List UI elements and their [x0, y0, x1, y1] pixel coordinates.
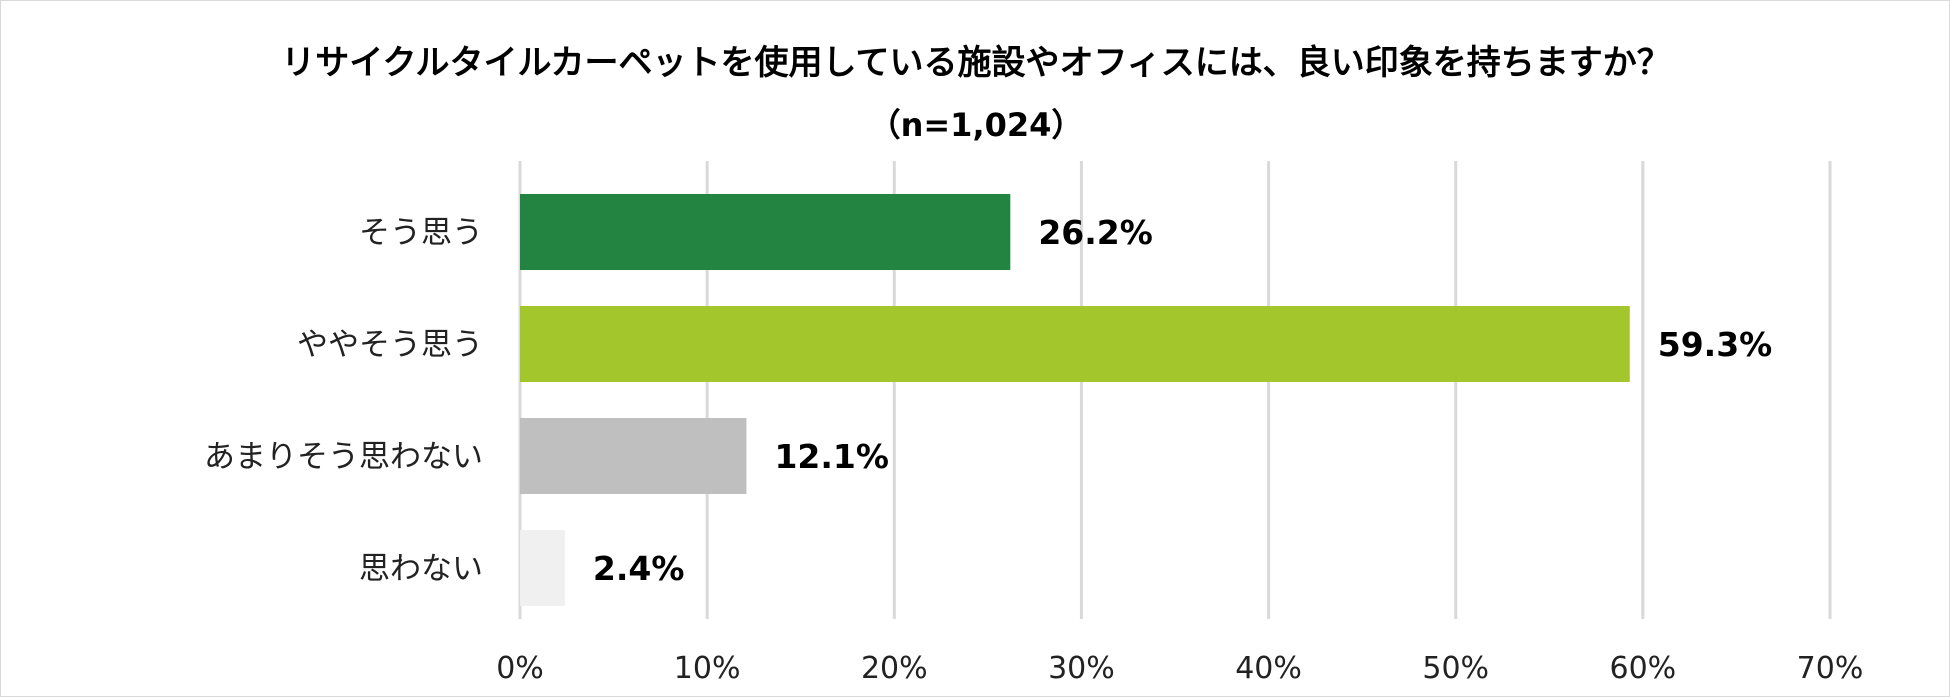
category-label: ややそう思う [297, 327, 483, 363]
chart-subtitle: （n=1,024） [868, 106, 1084, 144]
chart-title: リサイクルタイルカーペットを使用している施設やオフィスには、良い印象を持ちますか… [281, 43, 1671, 83]
data-label: 12.1% [774, 437, 889, 476]
x-tick-label: 70% [1797, 651, 1864, 686]
bar [520, 306, 1630, 382]
bar [520, 194, 1011, 270]
x-tick-label: 50% [1422, 651, 1489, 686]
x-tick-label: 60% [1610, 651, 1677, 686]
x-tick-label: 10% [674, 651, 741, 686]
x-tick-label: 0% [496, 651, 544, 686]
category-label: あまりそう思わない [204, 439, 483, 475]
x-tick-label: 30% [1048, 651, 1115, 686]
x-tick-label: 20% [861, 651, 928, 686]
data-label: 59.3% [1658, 325, 1773, 364]
data-label: 26.2% [1038, 213, 1153, 252]
category-label: 思わない [359, 551, 483, 587]
x-tick-label: 40% [1235, 651, 1302, 686]
data-label: 2.4% [593, 549, 685, 588]
bar [520, 530, 565, 606]
bar [520, 418, 747, 494]
category-label: そう思う [359, 215, 483, 251]
